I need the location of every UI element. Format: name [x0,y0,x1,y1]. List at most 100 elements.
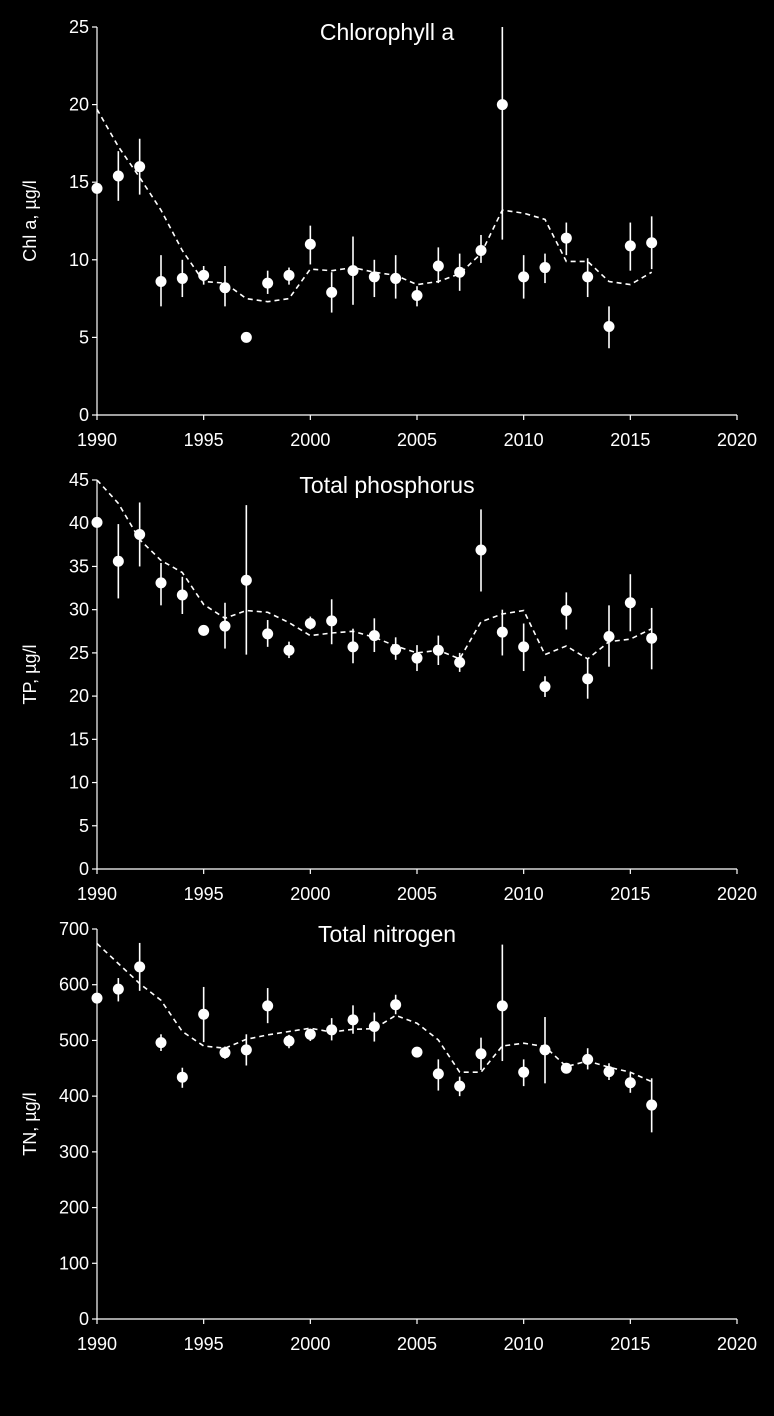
tn-data-point [475,1048,487,1060]
tp-x-tick-label: 1990 [77,884,117,904]
tp-x-tick-label: 2015 [610,884,650,904]
tp-y-tick-label: 10 [69,773,89,793]
chl-data-point [432,260,444,272]
tn-data-point [112,983,124,995]
chl-data-point [176,272,188,284]
chl-y-tick-label: 10 [69,250,89,270]
chl-panel: 0 5 10 15 20 25 1990 1995 2000 2005 2010 2015 2020 Ch… [20,17,757,450]
tp-data-point [560,605,572,617]
chl-data-point [411,289,423,301]
tp-y-axis-label: TP, µg/l [20,644,40,704]
chl-x-tick-label: 2000 [290,430,330,450]
tn-data-point [347,1014,359,1026]
tn-x-tick-label: 1990 [77,1334,117,1354]
tn-chart-title: Total nitrogen [318,921,456,947]
tp-y-tick-label: 25 [69,643,89,663]
tp-data-point [347,641,359,653]
tn-y-tick-label: 0 [79,1309,89,1329]
tp-data-point [582,673,594,685]
chl-x-tick-label: 2005 [397,430,437,450]
tn-x-tick-label: 2015 [610,1334,650,1354]
tp-x-tick-label: 1995 [184,884,224,904]
chl-y-tick-label: 20 [69,95,89,115]
tn-y-tick-label: 400 [59,1086,89,1106]
tp-data-point [176,589,188,601]
tp-data-point [262,628,274,640]
tn-y-tick-label: 200 [59,1198,89,1218]
tn-y-tick-label: 100 [59,1253,89,1273]
chl-x-tick-label: 1990 [77,430,117,450]
tn-data-point [283,1035,295,1047]
chl-data-point [219,282,231,294]
chl-y-axis-label: Chl a, µg/l [20,180,40,261]
tp-data-point [283,644,295,656]
tp-data-point [112,555,124,567]
tp-data-point [91,516,103,528]
chl-chart-title: Chlorophyll a [320,19,454,45]
tp-y-tick-label: 0 [79,859,89,879]
tp-x-tick-label: 2005 [397,884,437,904]
tn-x-tick-label: 1995 [184,1334,224,1354]
tp-y-tick-label: 5 [79,816,89,836]
tn-data-point [603,1066,615,1078]
chl-data-point [91,182,103,194]
tp-y-tick-label: 20 [69,686,89,706]
tn-x-tick-label: 2000 [290,1334,330,1354]
tn-data-point [518,1066,530,1078]
chl-data-point [262,277,274,289]
chl-x-tick-label: 2010 [504,430,544,450]
tp-data-point [518,641,530,653]
tp-data-point [603,630,615,642]
tn-data-point [560,1062,572,1074]
chl-data-point [134,161,146,173]
chl-data-point [240,331,252,343]
tp-data-point [368,630,380,642]
tn-data-point [326,1024,338,1036]
tp-data-point [155,577,167,589]
tp-data-point [411,652,423,664]
tp-y-tick-label: 45 [69,470,89,490]
tn-data-point [582,1053,594,1065]
tn-data-point [91,992,103,1004]
chl-data-point [496,99,508,111]
chl-data-point [646,237,658,249]
tp-panel: 0 5 10 15 20 25 30 35 40 45 1990 1995 2000 2005 2010 20… [20,470,757,904]
tn-data-point [134,961,146,973]
chl-data-point [368,271,380,283]
tp-data-point [432,644,444,656]
tn-x-tick-label: 2010 [504,1334,544,1354]
tn-data-point [454,1080,466,1092]
tp-x-tick-label: 2020 [717,884,757,904]
chl-data-point [454,266,466,278]
tn-data-point [646,1099,658,1111]
tp-data-point [496,626,508,638]
tp-y-tick-label: 35 [69,556,89,576]
chl-data-point [560,232,572,244]
tp-x-tick-label: 2010 [504,884,544,904]
tn-data-point [432,1068,444,1080]
chl-data-point [539,262,551,274]
tn-data-point [496,1000,508,1012]
tp-data-point [134,528,146,540]
chl-data-point [603,321,615,333]
tn-y-tick-label: 500 [59,1030,89,1050]
tn-data-point [219,1047,231,1059]
tp-data-point [454,656,466,668]
tn-data-point [539,1044,551,1056]
tn-x-tick-label: 2020 [717,1334,757,1354]
chl-data-point [198,269,210,281]
tn-data-point [176,1071,188,1083]
tn-y-tick-label: 300 [59,1142,89,1162]
tp-x-tick-label: 2000 [290,884,330,904]
tn-x-tick-label: 2005 [397,1334,437,1354]
tp-data-point [198,624,210,636]
tp-data-point [219,620,231,632]
tn-panel: 0 100 200 300 400 500 600 700 1990 1995 2000 2005 20… [20,919,757,1354]
chl-data-point [582,271,594,283]
chl-data-point [390,272,402,284]
chl-data-point [624,240,636,252]
tn-data-point [390,999,402,1011]
tp-data-point [326,615,338,627]
